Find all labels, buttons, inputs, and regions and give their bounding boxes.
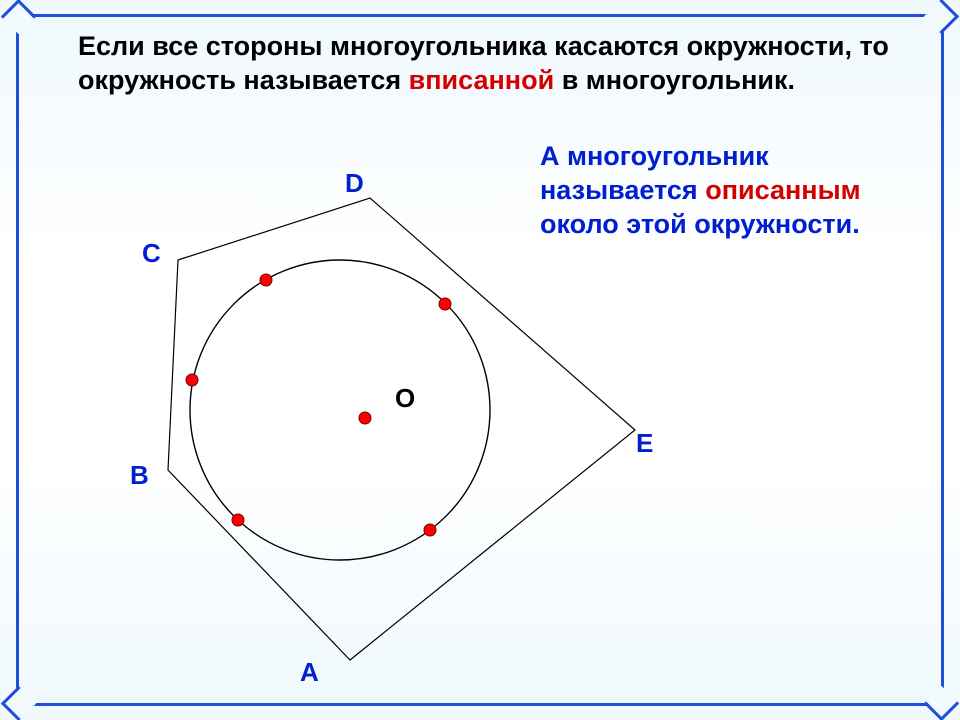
definition-text-main-after: в многоугольник. bbox=[554, 65, 795, 95]
definition-text-main-highlight: вписанной bbox=[409, 65, 555, 95]
frame-corner-icon bbox=[1, 686, 36, 720]
center-label: O bbox=[395, 383, 415, 414]
vertex-label-b: B bbox=[130, 460, 149, 491]
definition-text-main: Если все стороны многоугольника касаются… bbox=[78, 30, 898, 98]
polygon bbox=[168, 198, 635, 660]
center-point-icon bbox=[359, 412, 371, 424]
frame-corner-icon bbox=[1, 0, 36, 34]
vertex-label-a: A bbox=[300, 657, 319, 688]
tangent-point-icon bbox=[260, 274, 272, 286]
frame-corner-icon bbox=[924, 686, 959, 720]
definition-text-side-highlight: описанным bbox=[705, 175, 860, 205]
vertex-label-e: E bbox=[636, 428, 653, 459]
vertex-label-d: D bbox=[345, 168, 364, 199]
slide: Если все стороны многоугольника касаются… bbox=[0, 0, 960, 720]
tangent-point-icon bbox=[439, 298, 451, 310]
frame-corner-icon bbox=[924, 0, 959, 34]
tangent-point-icon bbox=[186, 374, 198, 386]
vertex-label-c: C bbox=[142, 238, 161, 269]
tangent-point-icon bbox=[424, 524, 436, 536]
tangent-point-icon bbox=[232, 514, 244, 526]
geometry-diagram bbox=[60, 150, 700, 690]
